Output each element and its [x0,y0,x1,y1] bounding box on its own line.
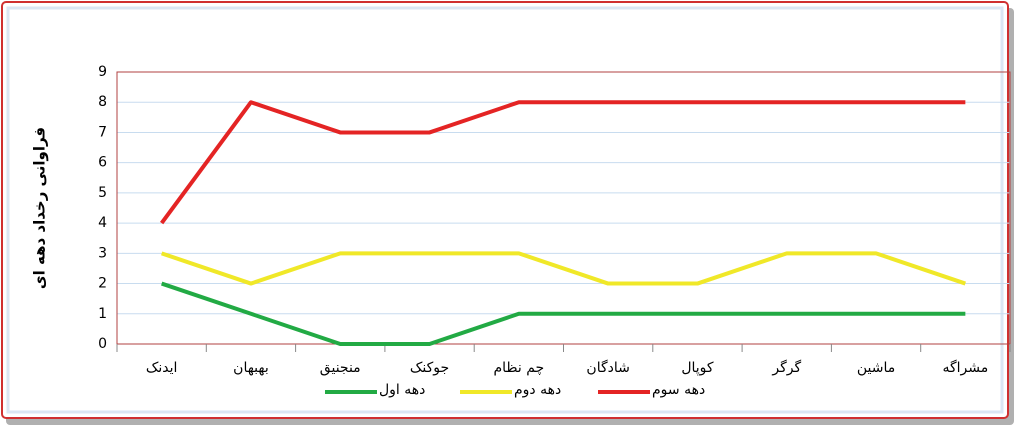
y-axis-label: فراوانی رخداد دهه ای [31,127,49,289]
x-tick-label: ایدنک [146,360,178,376]
x-tick-label: منجنیق [320,360,361,376]
y-tick-label: 4 [98,215,107,231]
y-tick-label: 7 [98,124,107,140]
x-tick-label: کوپال [681,360,714,376]
series-line [160,100,966,225]
y-tick-label: 3 [98,245,107,261]
y-tick-label: 2 [98,276,107,292]
y-tick-label: 9 [98,64,107,80]
y-tick-label: 6 [98,155,107,171]
legend-label: دهه سوم [652,382,705,398]
legend-label: دهه اول [379,382,425,398]
x-tick-label: چم نظام [493,360,544,376]
frame-inner [6,6,1004,414]
series-line [161,251,966,286]
frame [1,1,1009,419]
x-tick-label: شادگان [586,359,629,376]
y-tick-label: 1 [98,306,107,322]
x-tick-label: جوکنک [410,360,449,376]
legend-label: دهه دوم [514,382,561,398]
y-tick-label: 8 [98,94,107,110]
x-tick-label: گرگر [771,359,801,376]
x-tick-label: مشراگه [942,359,988,376]
x-tick-label: ماشین [857,360,895,376]
x-tick-label: بهبهان [233,360,269,376]
y-tick-label: 5 [98,185,107,201]
series-line [161,281,966,346]
y-tick-label: 0 [98,336,107,352]
